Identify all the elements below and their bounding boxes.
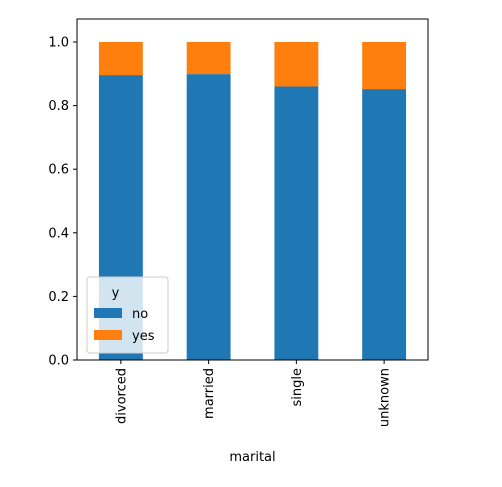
x-axis-label: marital [229, 450, 275, 465]
bar-no-married [186, 74, 231, 361]
bars-group [98, 42, 407, 361]
y-tick-label: 0.6 [48, 163, 69, 178]
y-tick-label: 0.4 [48, 226, 69, 241]
x-tick-label-single: single [290, 368, 305, 407]
legend-label-no: no [132, 307, 148, 322]
y-tick-label: 0.0 [48, 354, 69, 369]
plot-frame [76, 18, 429, 361]
bar-yes-single [274, 42, 319, 87]
legend: yno yes [86, 276, 169, 354]
x-tick-label-unknown: unknown [378, 368, 393, 427]
y-tick-label: 0.2 [48, 290, 69, 305]
legend-swatch-no [94, 308, 122, 318]
y-tick-label: 1.0 [48, 36, 69, 51]
bar-yes-married [186, 42, 231, 75]
bar-yes-divorced [98, 42, 143, 76]
y-axis: 0.0 0.2 0.4 0.6 0.8 1.0 [48, 36, 77, 369]
x-axis: divorced married single unknown [114, 360, 393, 427]
y-tick-label: 0.8 [48, 99, 69, 114]
bar-no-unknown [362, 89, 407, 361]
legend-swatch-yes [94, 330, 122, 340]
legend-label-yes: yes [132, 329, 155, 344]
bar-yes-unknown [362, 42, 407, 90]
legend-title: y [112, 286, 120, 301]
x-tick-label-divorced: divorced [114, 368, 129, 424]
x-tick-label-married: married [202, 368, 217, 419]
bar-no-single [274, 86, 319, 361]
